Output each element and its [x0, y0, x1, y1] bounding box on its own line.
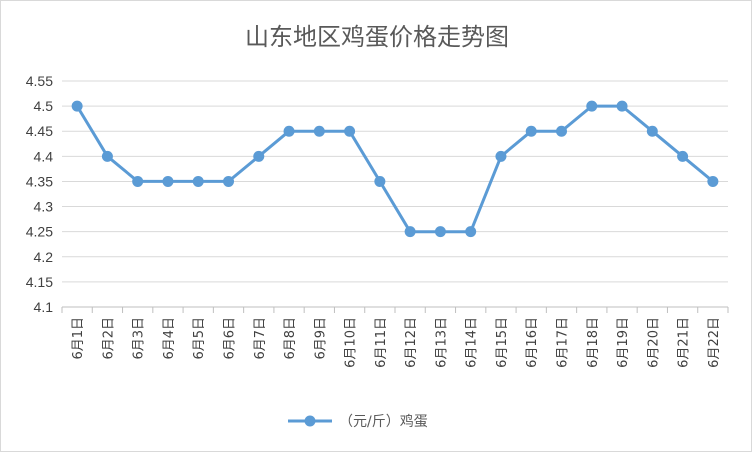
x-tick-label: 6月7日 — [253, 317, 268, 360]
y-tick-label: 4.4 — [34, 148, 54, 164]
x-axis — [61, 306, 729, 313]
x-tick-label: 6月13日 — [434, 317, 449, 368]
x-tick-label: 6月14日 — [465, 317, 480, 368]
data-point — [132, 175, 144, 187]
y-tick-label: 4.45 — [26, 123, 53, 139]
y-tick-label: 4.15 — [26, 274, 53, 290]
y-axis-ticks: 4.55 4.5 4.45 4.4 4.35 4.3 4.25 4.2 4.15 4.1 — [26, 73, 53, 315]
x-tick-label: 6月2日 — [101, 317, 116, 360]
data-point — [556, 125, 567, 137]
y-tick-label: 4.2 — [34, 249, 54, 265]
x-tick-label: 6月11日 — [374, 317, 389, 368]
data-point — [707, 175, 719, 187]
data-point — [616, 100, 628, 112]
series-line-path — [75, 104, 714, 234]
x-tick-label: 6月16日 — [525, 317, 540, 368]
x-tick-label: 6月12日 — [404, 317, 419, 368]
x-tick-label: 6月19日 — [616, 317, 631, 368]
y-tick-label: 4.1 — [34, 299, 54, 315]
x-tick-label: 6月15日 — [495, 317, 510, 368]
data-point — [525, 125, 537, 137]
y-tick-label: 4.25 — [26, 224, 53, 240]
data-point — [223, 175, 234, 187]
data-point — [404, 226, 416, 238]
data-point — [374, 175, 386, 187]
x-tick-label: 6月21日 — [677, 317, 692, 368]
y-tick-label: 4.3 — [34, 199, 54, 215]
x-tick-label: 6月3日 — [132, 317, 147, 360]
data-point — [495, 150, 507, 162]
y-tick-label: 4.5 — [34, 98, 54, 114]
data-point — [71, 100, 83, 112]
x-tick-label: 6月22日 — [707, 317, 722, 368]
series-line — [71, 100, 719, 238]
x-tick-label: 6月6日 — [223, 317, 238, 360]
x-tick-label: 6月1日 — [71, 317, 86, 360]
chart-title: 山东地区鸡蛋价格走势图 — [245, 23, 509, 51]
data-point — [434, 226, 446, 238]
data-point — [313, 125, 325, 137]
x-tick-label: 6月17日 — [556, 317, 571, 368]
data-point — [344, 125, 356, 137]
data-point — [192, 175, 204, 187]
data-point — [162, 175, 174, 187]
data-point — [465, 226, 477, 238]
data-point — [253, 150, 265, 162]
legend: （元/斤）鸡蛋 — [288, 413, 428, 430]
data-point — [646, 125, 658, 137]
y-tick-label: 4.55 — [26, 73, 53, 89]
x-axis-ticks: 6月1日 6月2日 6月3日 6月4日 6月5日 6月6日 6月7日 6月8日 6月9日 6月10… — [71, 317, 722, 368]
x-tick-label: 6月5日 — [192, 317, 207, 360]
x-tick-label: 6月10日 — [344, 317, 359, 368]
legend-marker — [304, 415, 316, 427]
data-point — [101, 150, 113, 162]
legend-label: （元/斤）鸡蛋 — [339, 413, 428, 430]
x-tick-label: 6月20日 — [646, 317, 661, 368]
data-point — [677, 150, 689, 162]
y-tick-label: 4.35 — [26, 173, 53, 189]
x-tick-label: 6月9日 — [313, 317, 328, 360]
x-tick-label: 6月4日 — [162, 317, 177, 360]
x-tick-label: 6月18日 — [586, 317, 601, 368]
data-point — [283, 125, 295, 137]
data-point — [586, 100, 598, 112]
x-tick-label: 6月8日 — [283, 317, 298, 360]
